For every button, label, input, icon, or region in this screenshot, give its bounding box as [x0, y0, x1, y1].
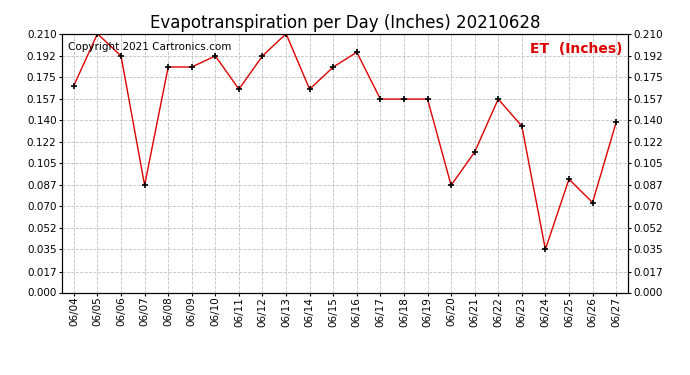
Title: Evapotranspiration per Day (Inches) 20210628: Evapotranspiration per Day (Inches) 2021…	[150, 14, 540, 32]
Text: ET  (Inches): ET (Inches)	[530, 42, 622, 56]
Text: Copyright 2021 Cartronics.com: Copyright 2021 Cartronics.com	[68, 42, 231, 51]
